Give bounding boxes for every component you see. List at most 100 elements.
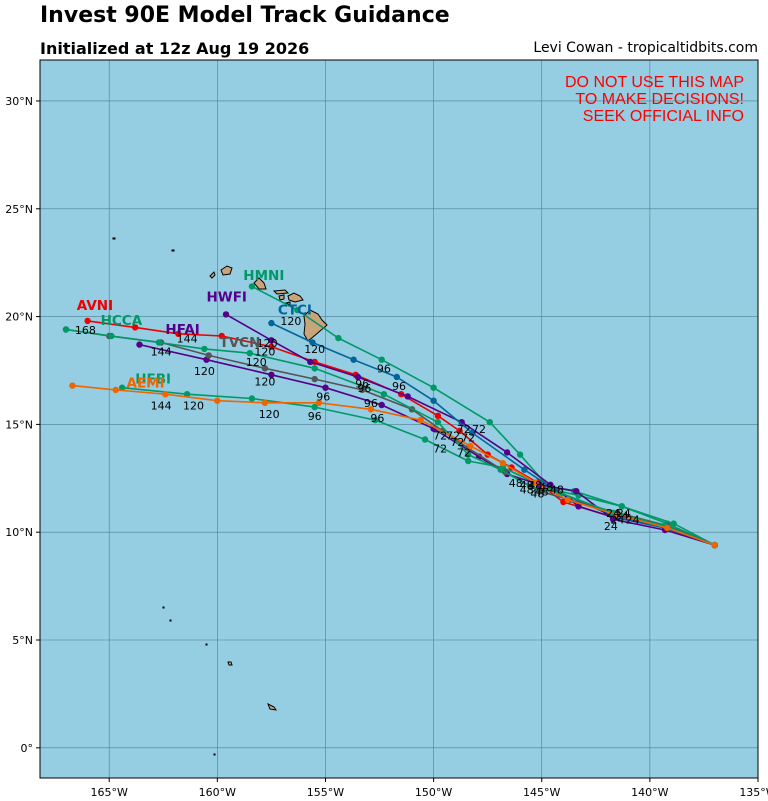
lon-tick-label: 150°W (415, 786, 452, 799)
lat-tick-label: 5°N (12, 634, 33, 647)
track-point (132, 324, 139, 331)
track-point (268, 343, 275, 350)
track-point (664, 524, 671, 532)
track-point (521, 466, 528, 473)
islet-nw-1 (112, 237, 116, 240)
track-point (248, 283, 256, 290)
model-label-hmni: HMNI (243, 268, 284, 284)
model-label-hfai: HFAI (165, 322, 199, 338)
island-oahu (253, 277, 267, 290)
track-point (486, 419, 493, 426)
track-point (499, 460, 506, 467)
track-point (670, 520, 677, 527)
track-point (465, 457, 472, 465)
model-label-hcca: HCCA (101, 313, 143, 329)
lat-tick-label: 20°N (5, 311, 33, 324)
map-subtitle: Initialized at 12z Aug 19 2026 (40, 39, 310, 58)
hour-label: 96 (392, 380, 406, 393)
islet-south-3 (162, 606, 165, 609)
track-point (218, 332, 225, 340)
track-point (359, 386, 366, 394)
hour-label: 48 (520, 479, 534, 492)
track-point (261, 365, 269, 372)
track-point (614, 511, 621, 519)
hour-label: 72 (457, 423, 471, 436)
track-point (393, 373, 400, 381)
hour-label: 120 (254, 376, 275, 389)
track-point (261, 399, 269, 406)
lat-tick-label: 10°N (5, 526, 33, 539)
track-point (205, 352, 212, 359)
track-point (516, 451, 524, 458)
track-point (162, 391, 169, 398)
hour-label: 120 (246, 356, 267, 369)
hour-label: 48 (550, 483, 564, 496)
lon-tick-label: 145°W (523, 786, 560, 799)
hour-label: 48 (530, 488, 544, 501)
track-point (421, 436, 429, 443)
track-point (404, 393, 411, 400)
hour-label: 96 (308, 410, 322, 423)
track-point (503, 449, 511, 456)
hour-label: 24 (617, 507, 631, 520)
model-label-aemi: AEMI (127, 376, 165, 392)
lon-tick-label: 140°W (631, 786, 668, 799)
track-point (467, 442, 474, 450)
track-point (311, 403, 318, 411)
track-point (112, 386, 119, 394)
hour-label: 120 (257, 337, 278, 350)
track-point (322, 384, 329, 391)
hour-label: 48 (509, 477, 523, 490)
track-point (335, 334, 342, 342)
island-lanai (278, 294, 285, 301)
track-point (201, 345, 208, 353)
islet-south-5 (213, 753, 216, 756)
track-point (214, 397, 221, 404)
track-point (497, 466, 504, 473)
track-point (155, 339, 163, 346)
track-point (311, 375, 318, 383)
track-point (108, 332, 115, 340)
islet-nw-2 (171, 249, 175, 252)
island-niihau (209, 271, 216, 279)
hour-label: 48 (528, 479, 542, 492)
model-label-hwfi: HWFI (207, 290, 247, 306)
track-point (350, 356, 357, 363)
track-point (315, 399, 323, 406)
island-kahoolawe (284, 301, 291, 306)
track-point (222, 311, 230, 318)
warning-line-2: TO MAKE DECISIONS! (575, 91, 744, 108)
islet-south-4 (205, 643, 208, 646)
hour-label: 96 (357, 382, 371, 395)
track-point (378, 356, 385, 363)
track-point (380, 391, 388, 398)
hour-label: 72 (446, 430, 460, 443)
hour-label: 120 (254, 345, 275, 358)
map-title: Invest 90E Model Track Guidance (40, 3, 450, 28)
islet-south-6 (169, 619, 172, 622)
track-point (434, 419, 442, 426)
hour-label: 48 (520, 483, 534, 496)
track-point (294, 306, 301, 314)
track-point (456, 427, 463, 435)
lon-tick-label: 165°W (91, 786, 128, 799)
track-point (248, 395, 256, 402)
hour-label: 120 (304, 343, 325, 356)
track-point (246, 350, 253, 357)
track-point (309, 339, 316, 346)
lon-tick-label: 135°W (739, 786, 768, 799)
track-point (564, 496, 571, 504)
hour-label: 96 (355, 378, 369, 391)
model-label-hfbi: HFBI (135, 371, 171, 387)
track-point (609, 516, 617, 523)
track-point (119, 384, 126, 391)
hour-label: 120 (259, 408, 280, 421)
hour-label: 120 (280, 315, 301, 328)
hour-label: 120 (183, 399, 204, 412)
lat-tick-label: 15°N (5, 418, 33, 431)
hour-label: 72 (433, 442, 447, 455)
track-point (183, 391, 191, 398)
track-point (575, 503, 582, 510)
track-point (711, 541, 718, 549)
